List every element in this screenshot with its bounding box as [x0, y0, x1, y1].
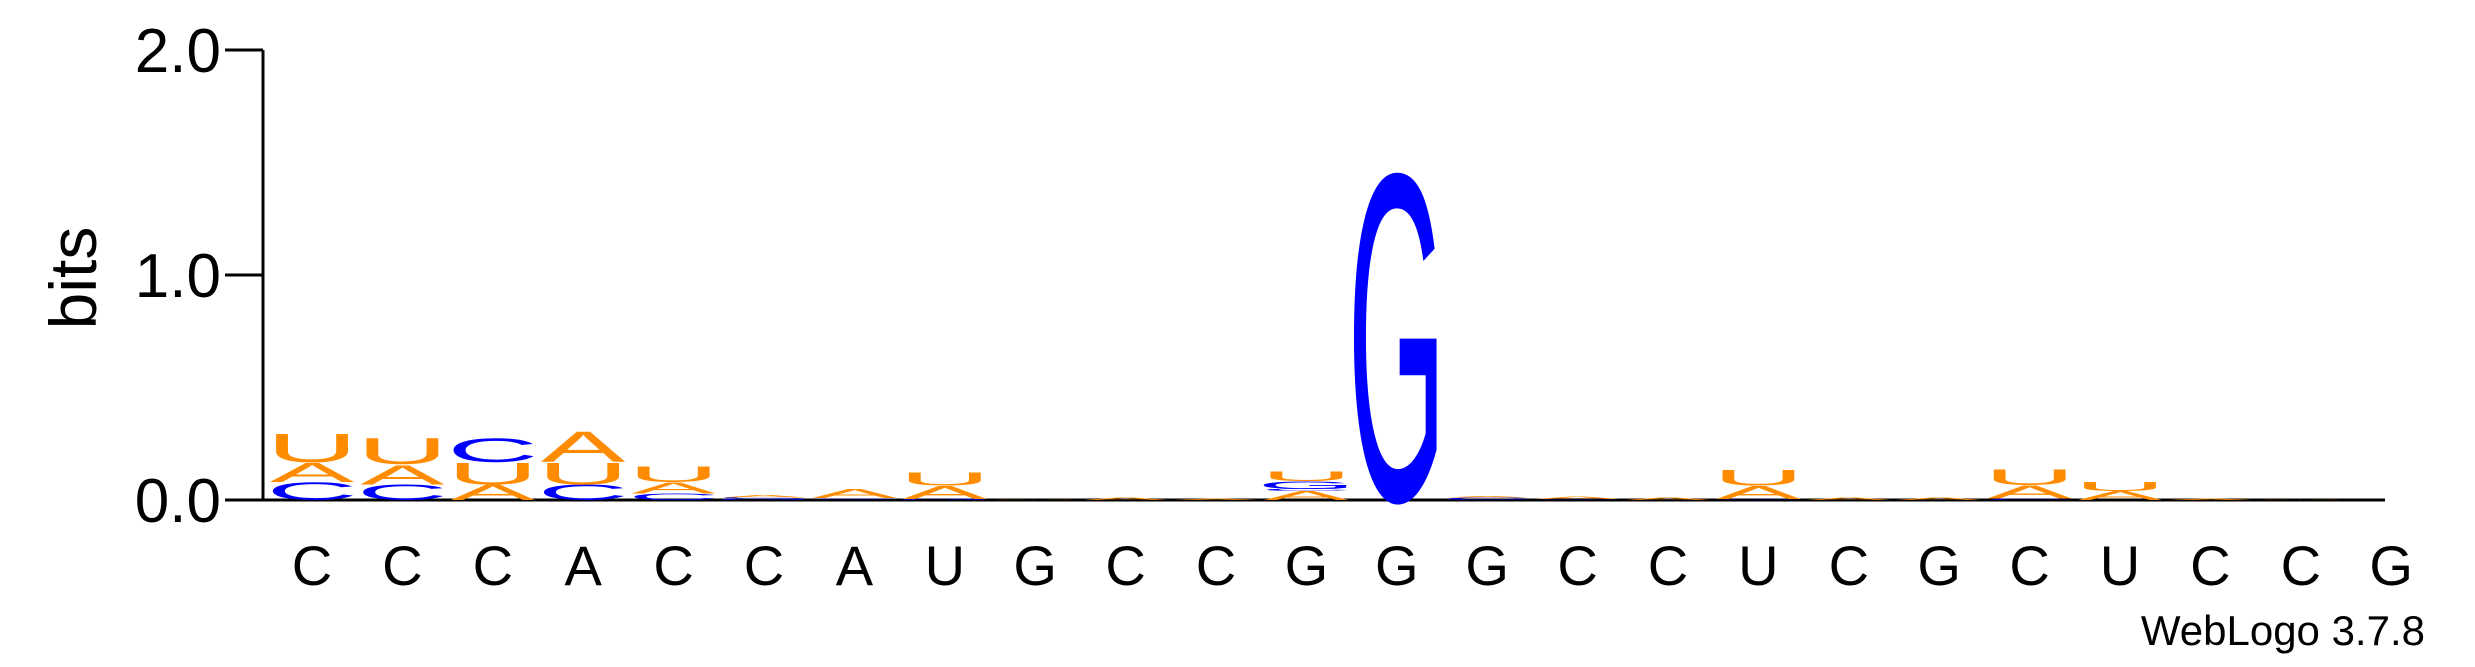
logo-letter-U: U	[1984, 466, 2075, 490]
logo-letter-A: A	[1987, 482, 2072, 503]
x-tick-label: C	[473, 534, 513, 597]
logo-letter-U: U	[1713, 466, 1804, 490]
logo-letter-U: U	[538, 456, 629, 491]
logo-letter-A: A	[1716, 482, 1801, 503]
x-tick-label: C	[2009, 534, 2049, 597]
x-tick-label: C	[382, 534, 422, 597]
x-tick-label: C	[653, 534, 693, 597]
logo-letter-C: C	[1984, 498, 2075, 500]
logo-letter-C: C	[1261, 488, 1352, 491]
logo-letter-A: A	[1807, 497, 1892, 500]
logo-letter-C: C	[628, 492, 719, 502]
logo-letter-G: G	[1257, 479, 1355, 491]
logo-letter-G: G	[805, 498, 903, 499]
logo-letter-A: A	[360, 459, 444, 490]
logo-letter-U: U	[2074, 480, 2165, 494]
logo-letter-C: C	[718, 497, 809, 499]
x-tick-label: G	[2369, 534, 2413, 597]
x-tick-label: C	[292, 534, 332, 597]
logo-letter-U: U	[628, 462, 719, 486]
logo-letter-A: A	[993, 499, 1078, 500]
logo-letter-A: A	[1264, 489, 1348, 503]
x-tick-label: G	[1013, 534, 1057, 597]
logo-letter-U: U	[1261, 468, 1352, 484]
logo-letter-A: A	[451, 480, 536, 504]
logo-letter-A: A	[1535, 496, 1620, 499]
logo-letter-A: A	[270, 457, 354, 488]
logo-letter-U: U	[266, 425, 357, 470]
logo-letter-C: C	[1532, 499, 1623, 500]
logo-letter-A: A	[631, 479, 715, 497]
x-tick-label: C	[1196, 534, 1236, 597]
y-tick-label: 2.0	[135, 17, 221, 86]
logo-letter-C: C	[266, 478, 357, 506]
logo-letter-A: A	[541, 422, 625, 471]
logo-letter-C: C	[809, 499, 900, 500]
x-tick-label: C	[1105, 534, 1145, 597]
logo-letter-A: A	[1445, 496, 1530, 498]
y-axis-label: bits	[36, 227, 110, 330]
weblogo-footer: WebLogo 3.7.8	[2141, 607, 2425, 654]
x-tick-label: G	[1375, 534, 1419, 597]
x-tick-label: C	[744, 534, 784, 597]
y-ticks: 0.0 1.0 2.0	[135, 17, 263, 536]
logo-letter-C: C	[1713, 499, 1804, 500]
x-tick-label: U	[1738, 534, 1778, 597]
logo-letter-A: A	[1174, 498, 1259, 500]
y-tick-label: 0.0	[135, 467, 221, 536]
x-tick-label: C	[1829, 534, 1869, 597]
logo-letter-A: A	[1626, 497, 1711, 500]
logo-letter-A: A	[812, 487, 896, 501]
x-tick-label: C	[1557, 534, 1597, 597]
logo-letter-A: A	[903, 482, 988, 503]
logo-letter-A: A	[2168, 498, 2253, 500]
logo-letter-C: C	[1442, 497, 1533, 501]
x-tick-label: C	[1648, 534, 1688, 597]
logo-letter-U: U	[447, 456, 538, 491]
logo-letter-C: C	[447, 431, 538, 470]
x-tick-label: C	[2190, 534, 2230, 597]
logo-letter-A: A	[2259, 499, 2344, 500]
x-tick-label: C	[2281, 534, 2321, 597]
x-tick-label: A	[836, 534, 874, 597]
logo-letter-A: A	[1083, 497, 1168, 500]
logo-letter-U: U	[357, 430, 448, 472]
x-tick-label: G	[1917, 534, 1961, 597]
logo-letter-G: G	[715, 498, 813, 500]
logo-letter-A: A	[722, 494, 807, 497]
logo-letter-A: A	[1897, 497, 1982, 500]
logo-letter-C: C	[357, 480, 448, 504]
logo-letter-G: G	[1348, 75, 1446, 599]
y-tick-label: 1.0	[135, 242, 221, 311]
x-tick-label: A	[565, 534, 603, 597]
x-tick-label: G	[1465, 534, 1509, 597]
logo-letter-U: U	[899, 469, 990, 490]
x-tick-label: G	[1285, 534, 1329, 597]
logo-letter-G: G	[896, 499, 994, 501]
x-tick-label: U	[925, 534, 965, 597]
logo-letter-C: C	[538, 480, 629, 504]
logo-letter-A: A	[2078, 489, 2162, 503]
x-tick-label: U	[2100, 534, 2140, 597]
